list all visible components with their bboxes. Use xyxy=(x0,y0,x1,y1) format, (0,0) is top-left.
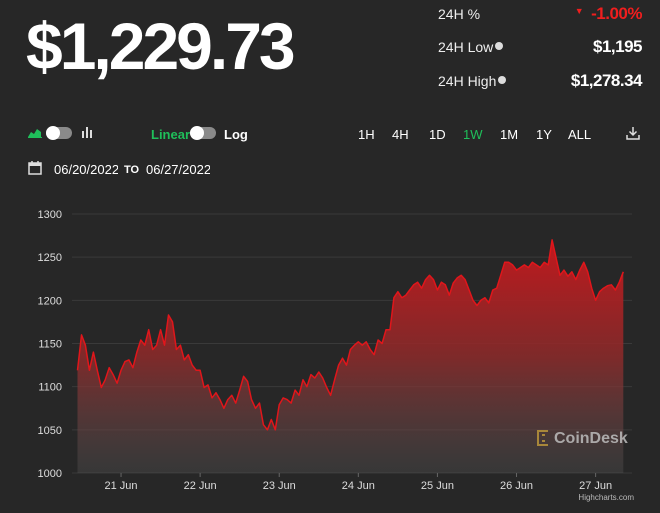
area-fill xyxy=(77,239,624,473)
stat-value: $1,278.34 xyxy=(570,71,643,90)
range-button[interactable]: 4H xyxy=(392,127,409,142)
stat-label-text: 24H Low xyxy=(438,39,494,55)
watermark-text: CoinDesk xyxy=(554,430,628,447)
x-tick-label: 23 Jun xyxy=(263,480,296,492)
x-tick-label: 27 Jun xyxy=(579,480,612,492)
date-to[interactable]: 06/27/2022 xyxy=(146,162,210,177)
y-tick-label: 1250 xyxy=(38,252,62,264)
price-line xyxy=(76,239,625,431)
y-tick-label: 1200 xyxy=(38,295,62,307)
area-chart-icon[interactable] xyxy=(28,126,42,138)
stat-label: 24H High xyxy=(438,73,507,89)
stat-label: 24H % xyxy=(438,6,481,22)
x-tick-label: 25 Jun xyxy=(421,480,454,492)
info-icon[interactable] xyxy=(495,42,504,50)
down-arrow: ▼ xyxy=(574,6,584,16)
stat-label: 24H Low xyxy=(438,39,504,55)
stat-value-text: -1.00% xyxy=(591,4,642,23)
calendar-icon[interactable] xyxy=(28,160,42,175)
date-from[interactable]: 06/20/2022 xyxy=(54,162,118,177)
x-tick-label: 22 Jun xyxy=(184,480,217,492)
stat-value: $1,195 xyxy=(593,37,643,56)
log-label[interactable]: Log xyxy=(224,127,248,142)
download-icon[interactable] xyxy=(626,126,640,140)
y-tick-label: 1100 xyxy=(38,382,62,394)
x-tick-label: 26 Jun xyxy=(500,480,533,492)
y-tick-label: 1050 xyxy=(38,425,62,437)
range-button[interactable]: 1W xyxy=(463,127,483,142)
y-tick-label: 1000 xyxy=(38,468,62,480)
credit[interactable]: Highcharts.com xyxy=(578,493,634,502)
stat-label-text: 24H High xyxy=(438,73,497,89)
date-to-label: TO xyxy=(124,164,140,176)
range-button[interactable]: 1H xyxy=(358,127,375,142)
scale-toggle[interactable] xyxy=(190,126,216,140)
bar-chart-icon[interactable] xyxy=(81,126,93,138)
price: $1,229.73 xyxy=(26,9,296,83)
x-tick-label: 21 Jun xyxy=(105,480,138,492)
x-tick-label: 24 Jun xyxy=(342,480,375,492)
range-button[interactable]: 1Y xyxy=(536,127,552,142)
range-button[interactable]: 1M xyxy=(500,127,519,142)
stat-value: ▼ -1.00% xyxy=(574,4,643,24)
y-tick-label: 1300 xyxy=(38,209,62,221)
watermark-icon xyxy=(537,430,548,446)
range-button[interactable]: ALL xyxy=(568,127,592,142)
range-button[interactable]: 1D xyxy=(429,127,446,142)
chart-type-toggle[interactable] xyxy=(46,126,72,140)
linear-label[interactable]: Linear xyxy=(151,127,191,142)
info-icon[interactable] xyxy=(498,76,507,84)
series xyxy=(76,239,625,473)
watermark: CoinDesk xyxy=(537,430,628,447)
y-tick-label: 1150 xyxy=(38,339,62,351)
